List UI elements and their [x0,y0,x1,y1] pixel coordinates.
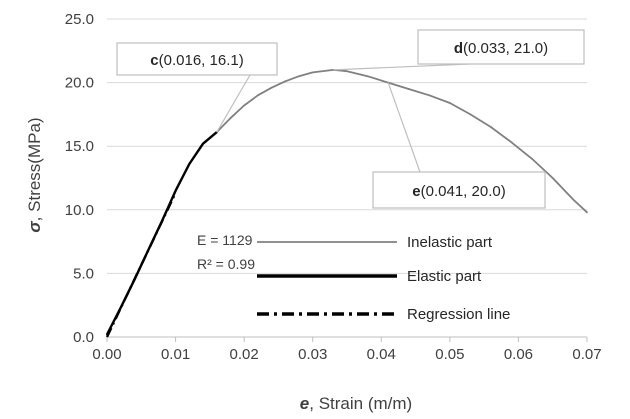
elastic-point [202,142,204,145]
callout-leader-c [216,74,251,133]
callout-letter-e: e [412,183,420,200]
callout-coords-c: (0.016, 16.1) [159,52,244,69]
callout-label-e: e(0.041, 20.0) [412,183,505,200]
callout-coords-e: (0.041, 20.0) [421,183,506,200]
inelastic-point [490,126,492,129]
x-tick-label: 0.04 [367,346,396,363]
inelastic-point [284,80,287,83]
inelastic-point [448,102,451,104]
callout-label-c: c(0.016, 16.1) [150,52,243,69]
callout-coords-d: (0.033, 21.0) [463,40,548,57]
elastic-point [147,249,150,252]
y-tick-label: 20.0 [65,75,94,92]
inelastic-point [270,86,273,89]
callout-label-d: d(0.033, 21.0) [454,40,548,57]
legend-inelastic-label: Inelastic part [407,234,493,251]
tick-labels: 0.00 0.01 0.02 0.03 0.04 0.05 0.06 0.07 0.0 5.0 10… [65,11,602,363]
elastic-point [119,306,122,309]
inelastic-point [346,70,348,73]
legend-elastic-label: Elastic part [407,268,482,285]
x-axis-text: , Strain (m/m) [309,394,412,413]
data-series [105,68,588,338]
x-axis-symbol: e [300,394,309,413]
inelastic-point [243,104,246,107]
y-tick-label: 0.0 [73,329,94,346]
elastic-point [160,220,163,223]
y-axis-text: , Stress(MPa) [25,117,44,221]
elastic-point [174,189,177,192]
x-tick-label: 0.01 [161,346,190,363]
callout-leader-e [387,82,421,173]
inelastic-point [572,198,575,201]
x-axis-title: e, Strain (m/m) [300,394,412,413]
elastic-point [188,163,191,165]
callout-box-d [417,29,585,65]
x-tick-label: 0.06 [504,346,533,363]
inelastic-point [298,75,300,78]
y-tick-label: 15.0 [65,138,94,155]
callout-box-e [372,171,546,209]
inelastic-point [586,211,588,214]
inelastic-point [531,158,534,160]
callout-letter-c: c [150,52,158,69]
gridlines [107,18,587,274]
elastic-point [133,278,136,281]
x-tick-label: 0.07 [572,346,601,363]
inelastic-point [551,177,554,179]
x-tick-label: 0.02 [230,346,259,363]
callout-box-c [116,42,278,76]
axes [106,336,588,342]
x-tick-label: 0.00 [92,346,121,363]
x-tick-label: 0.05 [435,346,464,363]
inelastic-point [407,88,410,90]
equation-r-squared: R² = 0.99 [197,256,255,272]
legend: E = 1129 R² = 0.99 Inelastic part Elastic p… [197,232,510,323]
callouts: c(0.016, 16.1) d(0.033, 21.0) e(0.041, 20.… [116,29,585,209]
y-tick-label: 5.0 [73,265,94,282]
callout-letter-d: d [454,40,463,57]
equation-slope: E = 1129 [197,232,253,248]
inelastic-point [510,141,513,144]
callout-leader-d [333,63,471,71]
y-tick-label: 25.0 [65,11,94,28]
series-regression-line [105,195,176,338]
y-axis-symbol: σ [25,221,44,233]
inelastic-point [366,75,369,78]
y-tick-label: 10.0 [65,202,94,219]
elastic-point [106,333,108,336]
y-axis-title: σ, Stress(MPa) [25,117,44,232]
inelastic-point [469,113,472,116]
inelastic-point [428,94,431,97]
legend-regression-label: Regression line [407,306,510,323]
series-inelastic-part [216,69,588,213]
x-tick-label: 0.03 [298,346,327,363]
inelastic-point [229,117,232,120]
inelastic-point [311,71,314,74]
inelastic-point [256,94,259,97]
